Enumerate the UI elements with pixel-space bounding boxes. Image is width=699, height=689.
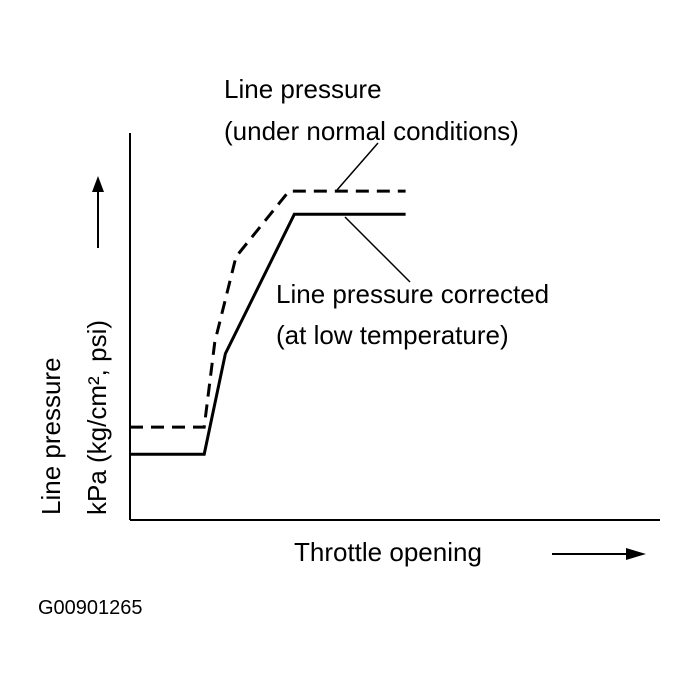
series-label-normal-line1: Line pressure — [224, 74, 382, 104]
series-line-normal — [130, 189, 406, 429]
series-label-corrected-line1: Line pressure corrected — [276, 279, 549, 309]
y-axis-label-line2: kPa (kg/cm², psi) — [82, 320, 112, 515]
figure-id: G00901265 — [38, 597, 143, 619]
y-axis-arrow-icon — [92, 176, 104, 192]
leader-line-normal — [336, 142, 379, 191]
y-axis-label-line1: Line pressure — [36, 357, 66, 515]
series-label-normal-line2: (under normal conditions) — [224, 116, 519, 146]
x-axis-arrow-icon — [626, 548, 646, 560]
x-axis-label: Throttle opening — [294, 537, 482, 567]
series-line-corrected — [130, 212, 406, 456]
series-label-corrected-line2: (at low temperature) — [276, 320, 509, 350]
leader-line-corrected — [344, 216, 411, 283]
